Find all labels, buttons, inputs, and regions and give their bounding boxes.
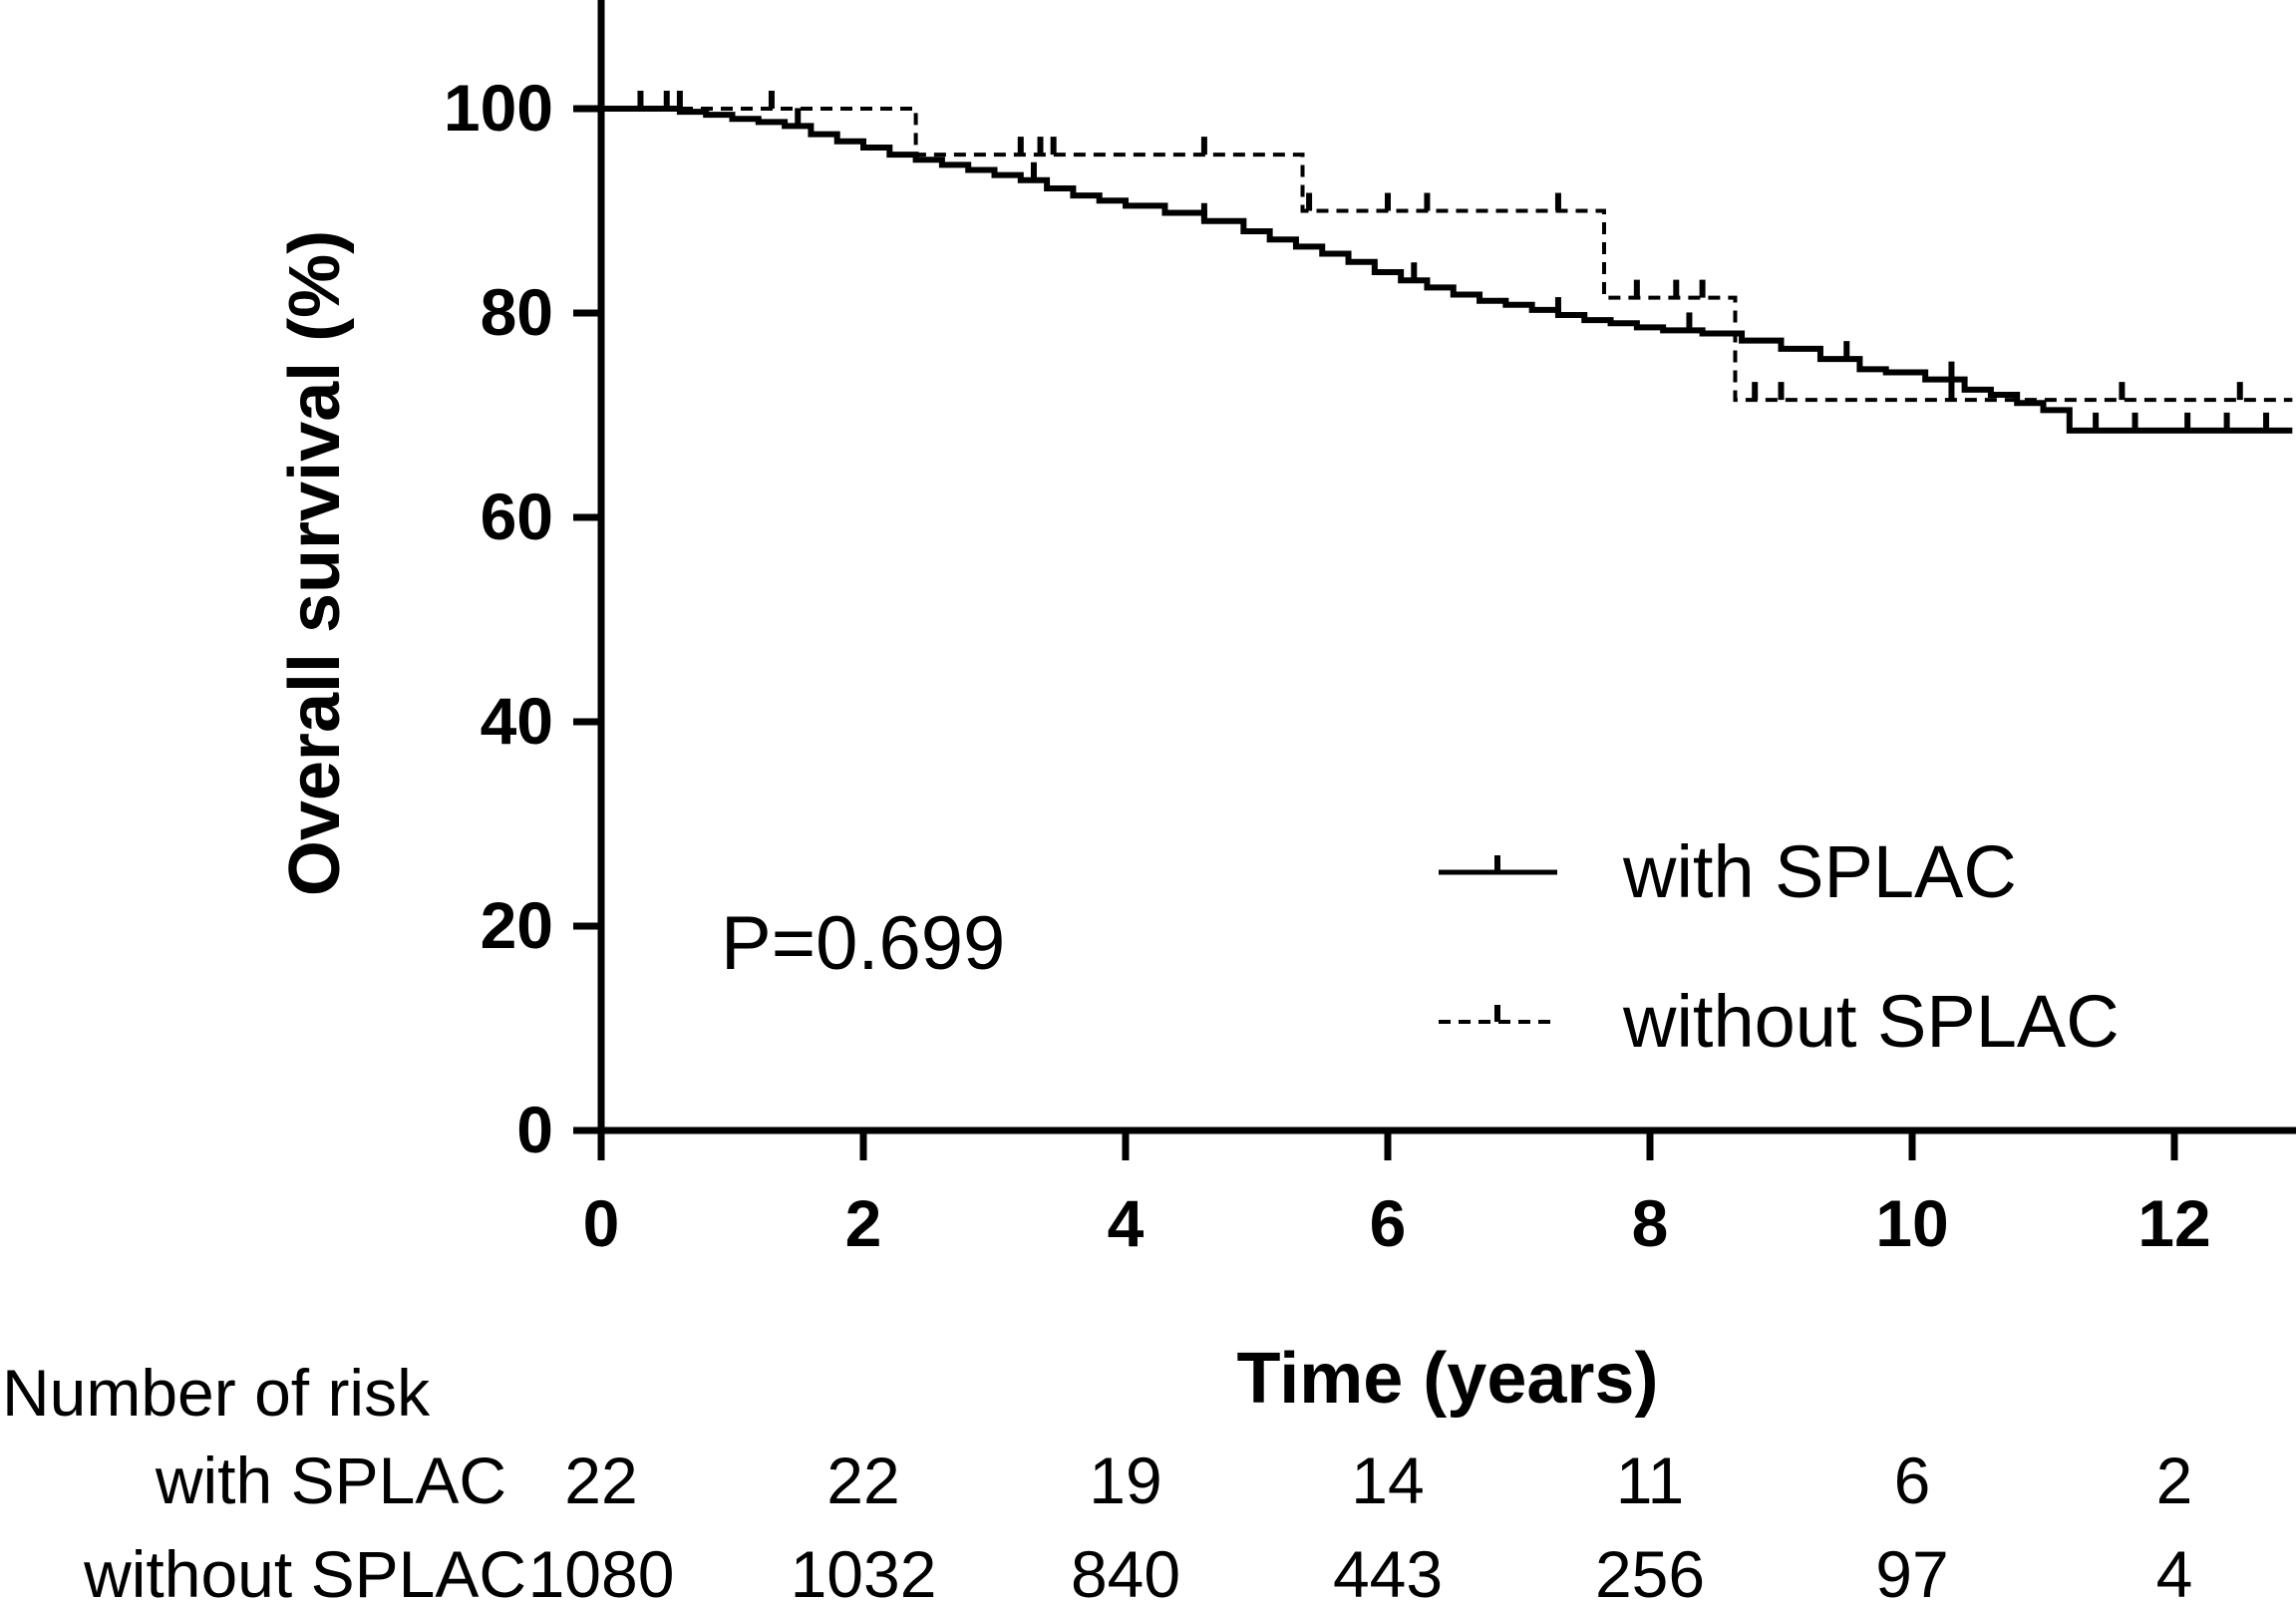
y-tick-label: 100 [444, 71, 553, 145]
x-tick-label: 8 [1632, 1186, 1669, 1260]
plot-area [601, 91, 2293, 434]
x-tick-label: 4 [1108, 1186, 1145, 1260]
axes: 0 20 40 60 80 100 0 2 4 6 8 10 12 [444, 0, 2296, 1260]
risk-value-with-splac: 22 [564, 1443, 637, 1517]
risk-table-title: Number of risk [2, 1356, 431, 1430]
risk-value-with-splac: 2 [2156, 1443, 2193, 1517]
risk-value-without-splac: 1032 [791, 1537, 937, 1603]
risk-value-with-splac: 14 [1351, 1443, 1424, 1517]
y-tick-label: 80 [481, 275, 553, 349]
risk-value-without-splac: 256 [1595, 1537, 1705, 1603]
risk-value-with-splac: 6 [1894, 1443, 1931, 1517]
legend-entry-without-splac: without SPLAC [1439, 980, 2120, 1063]
legend-entry-with-splac: with SPLAC [1439, 830, 2017, 913]
risk-value-without-splac: 97 [1875, 1537, 1948, 1603]
risk-row-label-with-splac: with SPLAC [155, 1443, 506, 1517]
risk-value-with-splac: 22 [826, 1443, 899, 1517]
x-axis-title: Time (years) [1237, 1339, 1659, 1419]
risk-value-without-splac: 840 [1071, 1537, 1180, 1603]
series-line-with-splac [601, 106, 2293, 434]
y-tick-label: 0 [516, 1093, 553, 1166]
x-tick-label: 0 [583, 1186, 620, 1260]
y-tick-label: 20 [481, 888, 553, 962]
y-tick-label: 40 [481, 684, 553, 758]
risk-value-without-splac: 1080 [528, 1537, 675, 1603]
legend: with SPLAC without SPLAC [1439, 830, 2120, 1063]
y-tick-label: 60 [481, 480, 553, 553]
x-tick-label: 2 [845, 1186, 882, 1260]
risk-values: 22 22 19 14 11 6 2 1080 1032 840 443 256 97 4 [528, 1443, 2193, 1603]
x-tick-label: 12 [2137, 1186, 2210, 1260]
risk-row-label-without-splac: without SPLAC [83, 1537, 526, 1603]
p-value-annotation: P=0.699 [721, 901, 1005, 986]
x-tick-label: 10 [1875, 1186, 1948, 1260]
x-tick-label: 6 [1370, 1186, 1407, 1260]
series-line-without-splac [601, 107, 2293, 403]
risk-value-with-splac: 19 [1089, 1443, 1161, 1517]
risk-value-without-splac: 443 [1333, 1537, 1443, 1603]
risk-value-with-splac: 11 [1616, 1443, 1685, 1517]
risk-value-without-splac: 4 [2156, 1537, 2193, 1603]
legend-label-with-splac: with SPLAC [1622, 830, 2017, 913]
risk-table: Number of risk with SPLAC without SPLAC … [2, 1356, 2192, 1603]
legend-label-without-splac: without SPLAC [1622, 980, 2120, 1063]
y-axis-title: Overall survival (%) [275, 230, 355, 896]
